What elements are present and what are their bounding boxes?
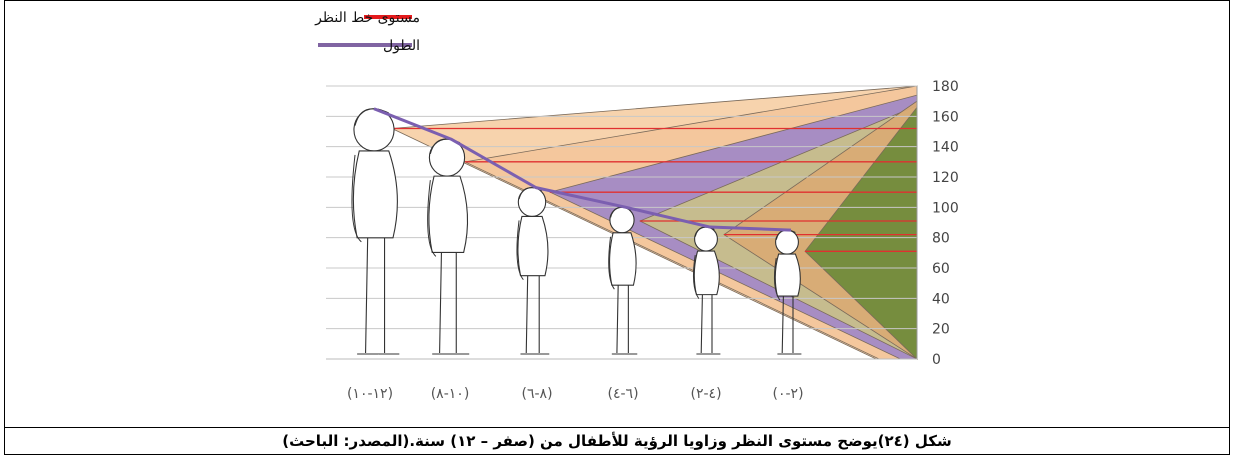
y-tick-label: 180: [932, 79, 959, 95]
figure-caption: شكل (٢٤)يوضح مستوى النظر وزاويا الرؤية ل…: [282, 432, 952, 450]
x-category-label: (١٢-١٠): [347, 386, 393, 402]
legend-label-height: الطول: [383, 38, 420, 54]
x-axis: (١٢-١٠) (١٠-٨) (٨-٦) (٦-٤) (٤-٢) (٢-٠): [326, 358, 917, 402]
x-category-label: (٦-٤): [607, 386, 638, 402]
y-tick-label: 120: [932, 170, 959, 186]
y-tick-label: 100: [932, 200, 959, 216]
child-figure: [351, 108, 400, 355]
sight-cones: [390, 85, 918, 360]
caption-divider: [4, 427, 1230, 428]
y-tick-label: 0: [932, 352, 941, 368]
height-series: [373, 107, 792, 232]
x-category-label: (١٠-٨): [431, 386, 470, 402]
child-figure: [516, 187, 550, 355]
y-tick-label: 140: [932, 140, 959, 156]
x-category-label: (٢-٠): [772, 386, 803, 402]
child-figures: [351, 108, 802, 355]
legend: مستوى خط النظر الطول: [314, 10, 420, 54]
y-tick-label: 80: [932, 231, 950, 247]
y-tick-label: 20: [932, 322, 950, 338]
child-figure: [608, 206, 638, 355]
x-category-label: (٤-٢): [690, 386, 721, 402]
vision-chart: 0 20 40 60 80 100 120 140 160 180 (١٢-١٠) (١٠-٨) (٨…: [314, 10, 959, 402]
y-axis: 0 20 40 60 80 100 120 140 160 180: [916, 79, 959, 368]
figure-frame: [4, 0, 1230, 455]
child-figure: [427, 138, 470, 355]
x-category-label: (٨-٦): [521, 386, 552, 402]
y-tick-label: 160: [932, 109, 959, 125]
height-series-line: [373, 107, 792, 232]
y-tick-label: 40: [932, 291, 950, 307]
eye-level-lines: [392, 127, 917, 252]
child-figure: [692, 226, 721, 355]
y-tick-label: 60: [932, 261, 950, 277]
legend-label-sight: مستوى خط النظر: [314, 10, 420, 26]
